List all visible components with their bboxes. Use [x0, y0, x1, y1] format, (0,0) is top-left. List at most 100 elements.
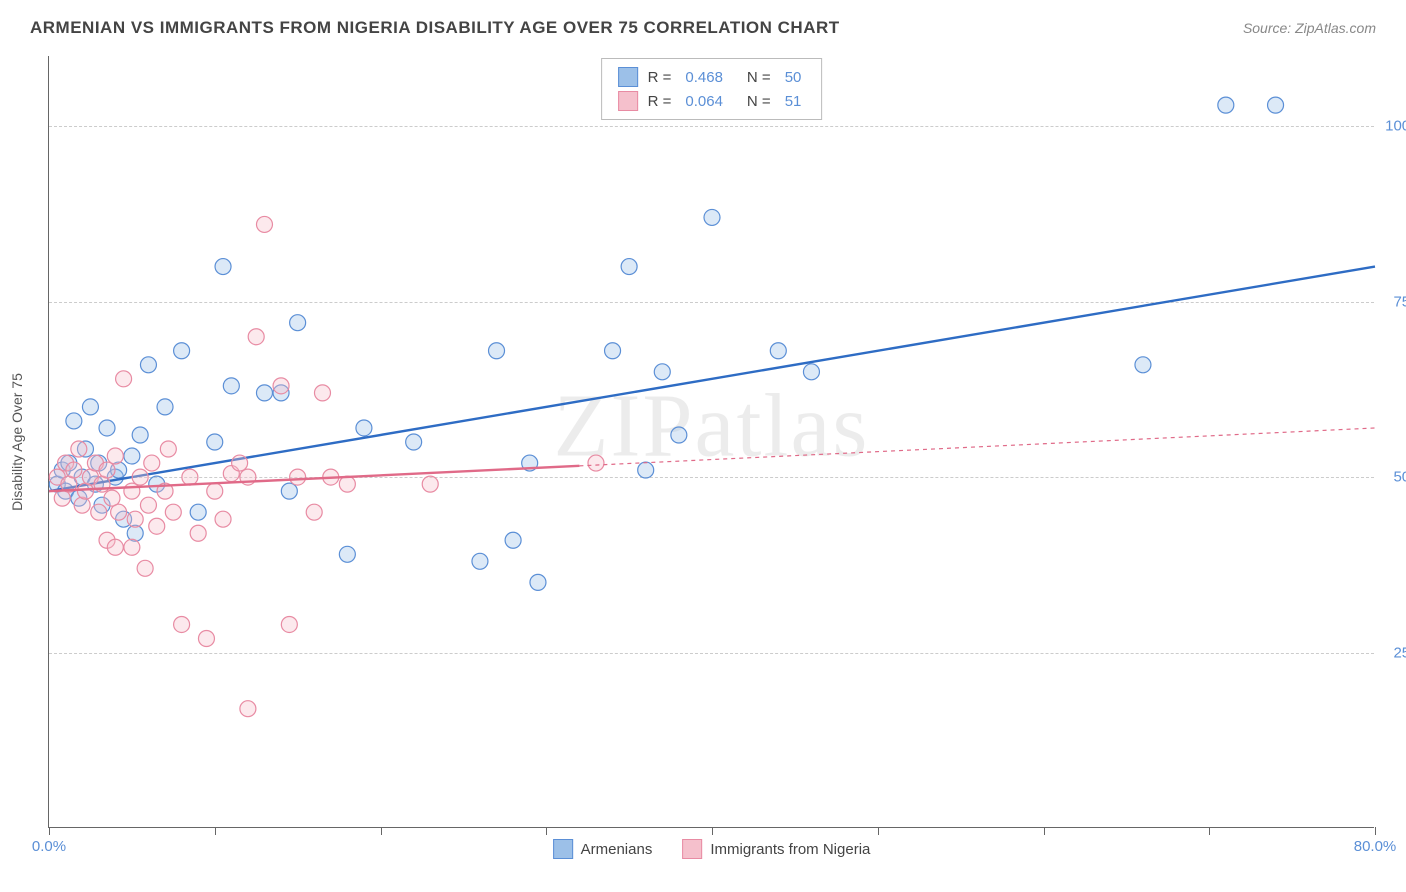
- x-tick: [712, 827, 713, 835]
- data-point: [74, 497, 90, 513]
- data-point: [339, 476, 355, 492]
- data-point: [281, 483, 297, 499]
- data-point: [248, 329, 264, 345]
- x-tick-label: 80.0%: [1354, 838, 1397, 855]
- x-tick: [1209, 827, 1210, 835]
- data-point: [472, 553, 488, 569]
- x-tick: [1044, 827, 1045, 835]
- data-point: [215, 511, 231, 527]
- legend-item: Immigrants from Nigeria: [682, 839, 870, 859]
- series-legend: Armenians Immigrants from Nigeria: [553, 839, 871, 859]
- y-tick-label: 50.0%: [1393, 469, 1406, 486]
- data-point: [422, 476, 438, 492]
- data-point: [132, 427, 148, 443]
- data-point: [174, 616, 190, 632]
- data-point: [290, 469, 306, 485]
- data-point: [207, 434, 223, 450]
- data-point: [803, 364, 819, 380]
- data-point: [240, 701, 256, 717]
- data-point: [588, 455, 604, 471]
- stat-r-label: R =: [648, 93, 672, 110]
- stat-n-value: 51: [785, 93, 802, 110]
- data-point: [671, 427, 687, 443]
- data-point: [281, 616, 297, 632]
- y-axis-label: Disability Age Over 75: [9, 373, 25, 511]
- legend-swatch: [618, 67, 638, 87]
- data-point: [140, 357, 156, 373]
- source-attribution: Source: ZipAtlas.com: [1243, 20, 1376, 36]
- data-point: [124, 448, 140, 464]
- data-point: [99, 462, 115, 478]
- x-tick-label: 0.0%: [32, 838, 66, 855]
- data-point: [111, 504, 127, 520]
- legend-swatch: [618, 91, 638, 111]
- stat-r-label: R =: [648, 69, 672, 86]
- x-tick: [49, 827, 50, 835]
- data-point: [124, 539, 140, 555]
- chart-plot-area: Disability Age Over 75 ZIPatlas 25.0%50.…: [48, 56, 1374, 828]
- stat-n-label: N =: [747, 93, 771, 110]
- x-tick: [381, 827, 382, 835]
- legend-swatch: [553, 839, 573, 859]
- data-point: [290, 315, 306, 331]
- data-point: [66, 413, 82, 429]
- data-point: [137, 560, 153, 576]
- correlation-stats-legend: R = 0.468 N = 50 R = 0.064 N = 51: [601, 58, 823, 120]
- data-point: [157, 399, 173, 415]
- stat-n-value: 50: [785, 69, 802, 86]
- data-point: [223, 378, 239, 394]
- x-tick: [546, 827, 547, 835]
- data-point: [144, 455, 160, 471]
- data-point: [314, 385, 330, 401]
- data-point: [215, 259, 231, 275]
- data-point: [140, 497, 156, 513]
- scatter-svg: [49, 56, 1374, 827]
- stat-r-value: 0.468: [685, 69, 723, 86]
- data-point: [116, 371, 132, 387]
- chart-title: ARMENIAN VS IMMIGRANTS FROM NIGERIA DISA…: [30, 18, 840, 38]
- data-point: [654, 364, 670, 380]
- data-point: [190, 504, 206, 520]
- data-point: [165, 504, 181, 520]
- data-point: [406, 434, 422, 450]
- data-point: [198, 631, 214, 647]
- data-point: [1268, 97, 1284, 113]
- data-point: [71, 441, 87, 457]
- data-point: [356, 420, 372, 436]
- regression-line: [49, 267, 1375, 492]
- legend-item: Armenians: [553, 839, 653, 859]
- data-point: [207, 483, 223, 499]
- data-point: [160, 441, 176, 457]
- data-point: [107, 539, 123, 555]
- data-point: [132, 469, 148, 485]
- data-point: [91, 504, 107, 520]
- data-point: [256, 216, 272, 232]
- data-point: [99, 420, 115, 436]
- data-point: [489, 343, 505, 359]
- data-point: [530, 574, 546, 590]
- stat-row: R = 0.468 N = 50: [618, 65, 806, 89]
- stat-n-label: N =: [747, 69, 771, 86]
- y-tick-label: 75.0%: [1393, 293, 1406, 310]
- data-point: [182, 469, 198, 485]
- regression-line-dashed: [579, 428, 1375, 466]
- legend-swatch: [682, 839, 702, 859]
- data-point: [124, 483, 140, 499]
- data-point: [638, 462, 654, 478]
- data-point: [127, 511, 143, 527]
- data-point: [505, 532, 521, 548]
- stat-r-value: 0.064: [685, 93, 723, 110]
- legend-label: Immigrants from Nigeria: [710, 841, 870, 858]
- data-point: [82, 399, 98, 415]
- data-point: [306, 504, 322, 520]
- x-tick: [878, 827, 879, 835]
- data-point: [190, 525, 206, 541]
- y-tick-label: 25.0%: [1393, 644, 1406, 661]
- data-point: [107, 448, 123, 464]
- x-tick: [215, 827, 216, 835]
- data-point: [770, 343, 786, 359]
- y-tick-label: 100.0%: [1385, 118, 1406, 135]
- data-point: [174, 343, 190, 359]
- data-point: [66, 462, 82, 478]
- data-point: [1218, 97, 1234, 113]
